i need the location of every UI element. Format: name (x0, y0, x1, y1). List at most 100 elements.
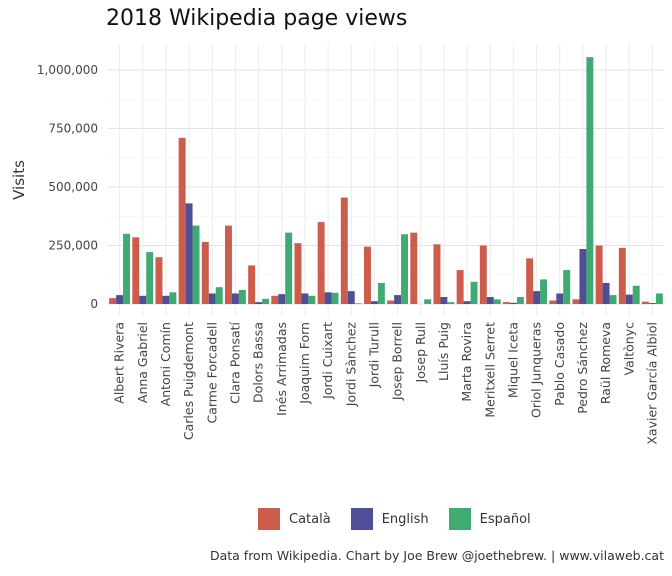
legend-key-espanol (448, 508, 471, 530)
x-tick-label: Xavier García Albiol (644, 322, 659, 445)
x-tick-label: Valtònyc (621, 322, 636, 376)
bar (595, 245, 603, 304)
bar (470, 281, 478, 304)
bars (109, 57, 663, 304)
chart-title: 2018 Wikipedia page views (106, 6, 408, 31)
bar (586, 57, 594, 304)
x-tick-label: Meritxell Serret (482, 322, 497, 418)
bar (178, 137, 186, 304)
x-tick-label: Lluís Puig (436, 322, 451, 381)
x-tick-label: Marta Rovira (459, 322, 474, 402)
bar (447, 302, 455, 304)
bar (563, 270, 571, 304)
x-tick-label: Dolors Bassa (251, 322, 266, 403)
bar (132, 237, 140, 304)
bar (549, 300, 557, 304)
bar (394, 295, 402, 304)
bar (146, 252, 154, 304)
bar (308, 295, 316, 304)
bar (123, 233, 131, 304)
bar (632, 285, 640, 304)
bar (317, 222, 325, 304)
bar (509, 302, 517, 304)
bar (377, 282, 385, 304)
bar (278, 294, 286, 304)
bar (169, 292, 177, 304)
y-tick-label: 250,000 (48, 239, 98, 253)
x-tick-label: Inés Arrimadas (274, 322, 289, 416)
bar (109, 298, 117, 304)
x-tick-label: Carles Puigdemont (181, 322, 196, 440)
bar (331, 292, 339, 304)
bar (602, 282, 610, 304)
bar (347, 291, 355, 304)
bar (215, 287, 223, 304)
bar (516, 296, 524, 304)
bar (238, 289, 246, 304)
x-tick-label: Carme Forcadell (204, 322, 219, 424)
x-tick-label: Jordi Sànchez (343, 322, 358, 408)
x-tick-label: Pablo Casado (552, 322, 567, 406)
x-tick-label: Josep Borrell (390, 322, 405, 401)
x-tick-label: Raül Romeva (598, 322, 613, 404)
bar (410, 232, 418, 304)
legend-key-english (350, 508, 373, 530)
bar (526, 258, 534, 304)
bar (486, 296, 494, 304)
bar (370, 301, 378, 304)
bar (340, 197, 348, 304)
bar (579, 249, 587, 304)
x-tick-label: Albert Rivera (112, 322, 127, 404)
legend-label-catala: Català (289, 511, 331, 527)
bar (363, 246, 371, 304)
bar (262, 298, 270, 304)
bar (424, 299, 432, 304)
y-tick-label: 500,000 (48, 180, 98, 194)
bar (533, 291, 541, 304)
x-tick-label: Pedro Sánchez (575, 322, 590, 414)
x-axis-tick-labels: Albert Rivera Anna Gabriel Antoni Comín Car… (112, 321, 660, 444)
bar (655, 293, 663, 304)
legend-label-espanol: Español (479, 511, 531, 527)
bar (609, 295, 617, 304)
bar (572, 299, 580, 304)
legend-item-catala: Català (258, 508, 331, 530)
bar (354, 303, 362, 304)
bar (231, 293, 239, 304)
bar (271, 295, 279, 304)
bar (456, 270, 464, 304)
caption: Data from Wikipedia. Chart by Joe Brew @… (209, 548, 664, 563)
bar (248, 265, 256, 304)
bar (401, 234, 409, 304)
bar (301, 293, 309, 304)
legend-label-english: English (381, 511, 429, 527)
gridlines (108, 44, 664, 316)
bar (641, 301, 649, 304)
bar-chart: 0 250,000 500,000 750,000 1,000,000 Albert R… (10, 44, 664, 445)
y-tick-label: 750,000 (48, 122, 98, 136)
bar (324, 292, 332, 304)
x-tick-label: Joaquim Forn (297, 322, 312, 405)
x-tick-label: Clara Ponsatí (227, 321, 242, 403)
bar (192, 225, 200, 304)
bar (294, 243, 302, 304)
legend: Català English Español (258, 508, 531, 530)
bar (155, 257, 163, 304)
x-tick-label: Jordi Cuixart (320, 322, 335, 400)
bar (502, 302, 510, 304)
x-tick-label: Miquel Iceta (505, 322, 520, 398)
bar (540, 279, 548, 304)
legend-item-english: English (350, 508, 429, 530)
bar (618, 247, 626, 304)
bar (648, 303, 656, 304)
y-axis-tick-labels: 0 250,000 500,000 750,000 1,000,000 (37, 63, 98, 311)
bar (201, 241, 209, 304)
y-axis-label: Visits (10, 160, 28, 200)
legend-item-espanol: Español (448, 508, 531, 530)
x-tick-label: Antoni Comín (158, 322, 173, 406)
bar (224, 225, 232, 304)
bar (285, 232, 293, 304)
y-tick-label: 1,000,000 (37, 63, 98, 77)
bar (185, 203, 193, 304)
bar (208, 293, 216, 304)
